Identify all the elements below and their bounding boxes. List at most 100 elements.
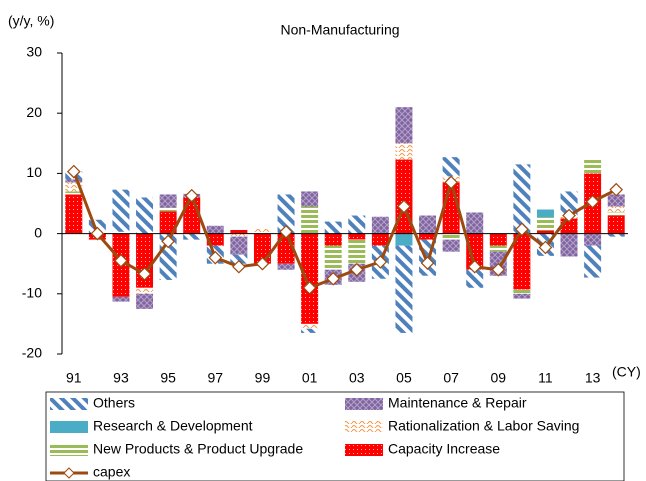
bar-segment	[584, 245, 602, 278]
legend-swatch	[50, 398, 88, 410]
bar-segment	[419, 233, 437, 240]
bar-segment	[136, 197, 154, 234]
bar-segment	[230, 254, 248, 264]
bar-segment	[324, 233, 342, 246]
bar-segment	[466, 233, 484, 270]
bar-segment	[230, 229, 248, 234]
bar-segment	[301, 191, 319, 207]
bar-segment	[560, 233, 578, 257]
line-marker	[255, 256, 270, 271]
chart-title: Non-Manufacturing	[280, 22, 399, 38]
bar-segment	[395, 143, 413, 160]
bar-segment	[324, 245, 342, 270]
line-marker	[397, 199, 411, 214]
bar-segment	[301, 233, 319, 324]
bar-segment	[584, 158, 602, 174]
bar-segment	[536, 230, 554, 234]
x-tick-label: 09	[491, 370, 507, 386]
y-tick-label: 30	[26, 44, 42, 60]
bar-segment	[607, 215, 625, 234]
bar-segment	[513, 233, 531, 290]
bar-segment	[159, 211, 177, 234]
legend-label: Research & Development	[93, 418, 253, 434]
bar-segment	[348, 215, 366, 234]
bar-segment	[301, 323, 319, 329]
legend-swatch	[50, 421, 88, 433]
bar-segment	[301, 328, 319, 333]
x-tick-label: 95	[160, 370, 176, 386]
bar-segment	[560, 191, 578, 216]
bar-segment	[584, 233, 602, 246]
x-tick-label: 05	[396, 370, 412, 386]
bar-segment	[277, 194, 295, 234]
bar-segment	[65, 182, 83, 192]
line-marker	[609, 182, 624, 197]
line-marker	[184, 188, 199, 203]
bar-segment	[253, 228, 271, 234]
x-tick-label: 01	[302, 370, 318, 386]
legend-label: Maintenance & Repair	[388, 395, 527, 411]
line-marker	[349, 262, 364, 277]
bar-segment	[513, 293, 531, 299]
bar-segment	[607, 233, 625, 237]
line-marker	[279, 224, 293, 239]
bar-segment	[277, 263, 295, 270]
bar-segment	[536, 209, 554, 218]
bar-segment	[159, 207, 177, 212]
bar-segment	[442, 157, 460, 177]
bar-segment	[183, 197, 201, 234]
bar-segment	[489, 245, 507, 252]
legend-label: Others	[93, 395, 135, 411]
bar-segment	[371, 233, 389, 246]
bar-segment	[112, 189, 130, 232]
bar-segment	[395, 233, 413, 246]
bar-segment	[607, 206, 625, 213]
line-marker	[232, 259, 246, 274]
bar-segment	[112, 296, 130, 302]
bar-segment	[65, 194, 83, 234]
x-tick-label: 99	[255, 370, 271, 386]
line-marker	[90, 226, 105, 241]
legend-swatch	[345, 421, 383, 433]
bar-segment	[395, 245, 413, 333]
line-marker	[585, 194, 600, 209]
bar-segment	[348, 239, 366, 264]
bar-segment	[65, 179, 83, 183]
legend-label: New Products & Product Upgrade	[93, 441, 303, 457]
bar-segment	[136, 293, 154, 309]
bar-segment	[536, 217, 554, 231]
x-tick-label: 97	[208, 370, 224, 386]
bar-segment	[301, 206, 319, 234]
legend: Others Maintenance & Repair Research & Dev…	[50, 395, 579, 480]
bar-segment	[324, 221, 342, 234]
bar-segment	[395, 107, 413, 144]
bar-segment	[607, 194, 625, 207]
y-tick-label: 20	[26, 104, 42, 120]
bar-segment	[206, 225, 224, 234]
line-marker	[208, 250, 223, 265]
bar-segment	[159, 194, 177, 208]
bar-segment	[230, 233, 248, 237]
line-marker	[444, 175, 458, 190]
x-tick-label: 13	[585, 370, 601, 386]
legend-box	[45, 391, 625, 481]
bar-segment	[183, 233, 201, 240]
line-series	[72, 171, 617, 290]
line-marker	[467, 259, 482, 274]
legend-label: capex	[93, 464, 130, 480]
line-marker	[538, 240, 553, 255]
bar-segment	[489, 233, 507, 246]
line-marker	[373, 255, 388, 269]
line-marker	[562, 208, 576, 223]
bar-segment	[442, 233, 460, 240]
x-tick-label: 93	[113, 370, 129, 386]
x-tick-label: 07	[443, 370, 459, 386]
bar-segment	[466, 269, 484, 288]
bar-segment	[65, 191, 83, 195]
y-tick-label: -20	[22, 345, 42, 361]
bar-segment	[513, 289, 531, 294]
x-axis-label: (CY)	[612, 364, 641, 380]
line-marker	[326, 271, 341, 286]
line-marker	[491, 262, 506, 277]
